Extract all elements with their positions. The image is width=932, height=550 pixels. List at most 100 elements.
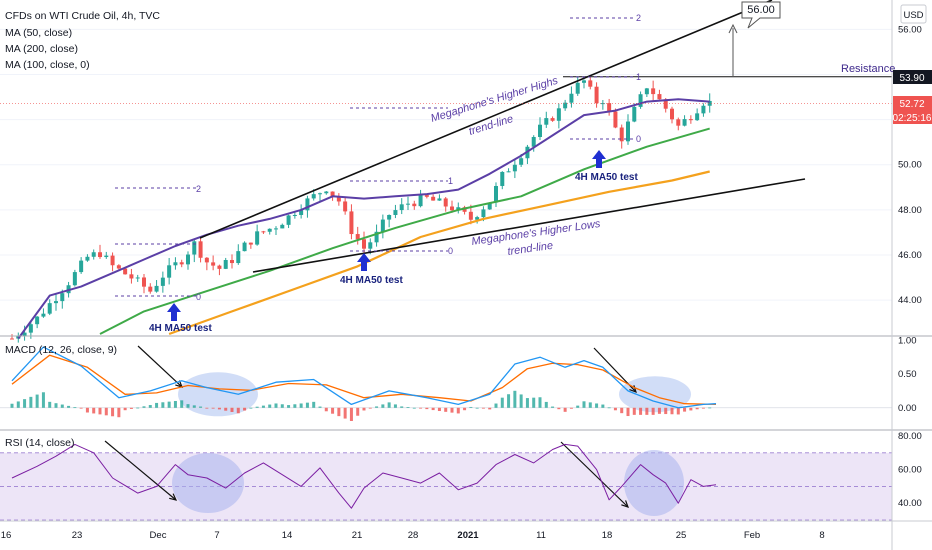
fib-level-label: 0 [448,246,453,256]
macd-histogram-bar [569,407,573,409]
macd-histogram-bar [79,407,83,409]
macd-histogram-bar [519,394,523,408]
macd-histogram-bar [16,401,20,408]
time-tick: 21 [352,530,363,541]
macd-histogram-bar [513,390,517,408]
macd-histogram-bar [268,404,272,408]
macd-histogram-bar [368,407,372,409]
macd-histogram-bar [607,407,611,409]
time-tick: 14 [282,530,293,541]
candle [663,99,668,109]
macd-histogram-bar [305,402,309,408]
fib-level-label: 2 [196,184,201,194]
macd-tick: 0.00 [898,403,917,414]
macd-histogram-bar [387,402,391,408]
macd-histogram-bar [249,407,253,409]
candle [362,239,366,249]
macd-histogram-bar [243,407,247,411]
candle [707,100,712,106]
macd-histogram-bar [205,407,209,409]
macd-histogram-bar [161,402,165,408]
macd-histogram-bar [582,401,586,408]
time-tick: 7 [214,530,219,541]
up-arrow-icon [357,253,371,271]
candle [230,260,234,264]
candle [267,228,272,232]
macd-histogram-bar [343,407,347,419]
grid [0,28,892,301]
macd-histogram-bar [337,407,341,417]
macd-histogram-bar [475,407,479,409]
macd-histogram-bar [73,407,77,409]
macd-histogram-bar [406,407,410,408]
macd-histogram-bar [67,405,71,408]
macd-histogram-bar [261,405,265,408]
macd-histogram-bar [488,407,492,410]
macd-histogram-bar [525,398,529,408]
macd-histogram-bar [375,406,379,408]
macd-histogram-bar [155,402,159,408]
macd-histogram-bar [676,407,680,415]
candle [192,241,197,255]
candle [135,277,140,279]
candle [116,265,121,269]
macd-tick: 1.00 [898,335,917,346]
candle [512,164,517,172]
svg-text:52.72: 52.72 [899,99,924,110]
candle [154,285,159,292]
macd-histogram-bar [299,403,303,408]
candle [387,214,392,220]
time-tick: 16 [1,530,12,541]
macd-divergence-arrow [137,345,183,388]
macd-histogram-bar [613,407,617,411]
candle [695,113,700,121]
candle [330,191,335,197]
ma50-test-label: 4H MA50 test [340,275,403,286]
macd-histogram-bar [274,403,278,408]
candle [619,127,624,142]
svg-text:02:25:16: 02:25:16 [893,113,932,124]
macd-histogram-bar [23,399,27,408]
macd-histogram-bar [620,407,624,414]
price-tick: 48.00 [898,205,922,216]
macd-histogram-bar [601,404,605,408]
macd-histogram-bar [463,407,467,411]
candle [538,124,542,137]
candle [54,301,58,304]
candle [311,194,316,199]
candle [173,262,178,266]
ma200-line [168,170,710,336]
macd-histogram-bar [287,405,291,408]
macd-histogram-bar [544,401,548,408]
macd-histogram-bar [431,407,435,411]
macd-histogram-bar [538,397,542,408]
macd-histogram-bar [639,407,643,415]
macd-histogram-bar [199,406,203,408]
candle [255,231,260,245]
drawings [0,0,892,508]
resistance-price-badge: 53.90 [893,70,932,84]
macd-histogram-bar [331,407,335,414]
candle [393,210,398,215]
higher-highs-trendline [199,0,773,239]
rsi-line [11,443,717,509]
macd-histogram-bar [695,407,699,410]
candle [305,198,310,211]
chart-title: CFDs on WTI Crude Oil, 4h, TVC [5,10,160,22]
macd-line [11,346,717,409]
macd-histogram-bar [425,407,429,410]
candle [261,231,266,233]
candle [179,262,184,265]
macd-histogram-bar [41,392,45,408]
candle [211,262,216,266]
time-axis: 16 23 Dec 7 14 21 28 2021 11 18 25 Feb 8 [1,530,825,541]
macd-histogram-bar [456,407,460,414]
macd-histogram-bar [507,394,511,408]
candle [41,313,46,317]
macd-highlight [619,376,691,413]
macd-histogram-bar [10,403,14,408]
candle [10,338,14,340]
currency-box[interactable] [900,4,927,24]
candle [280,224,285,229]
